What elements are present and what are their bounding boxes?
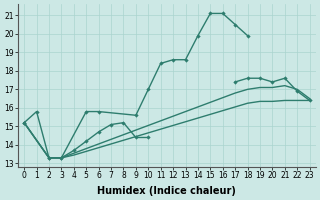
X-axis label: Humidex (Indice chaleur): Humidex (Indice chaleur) [98,186,236,196]
